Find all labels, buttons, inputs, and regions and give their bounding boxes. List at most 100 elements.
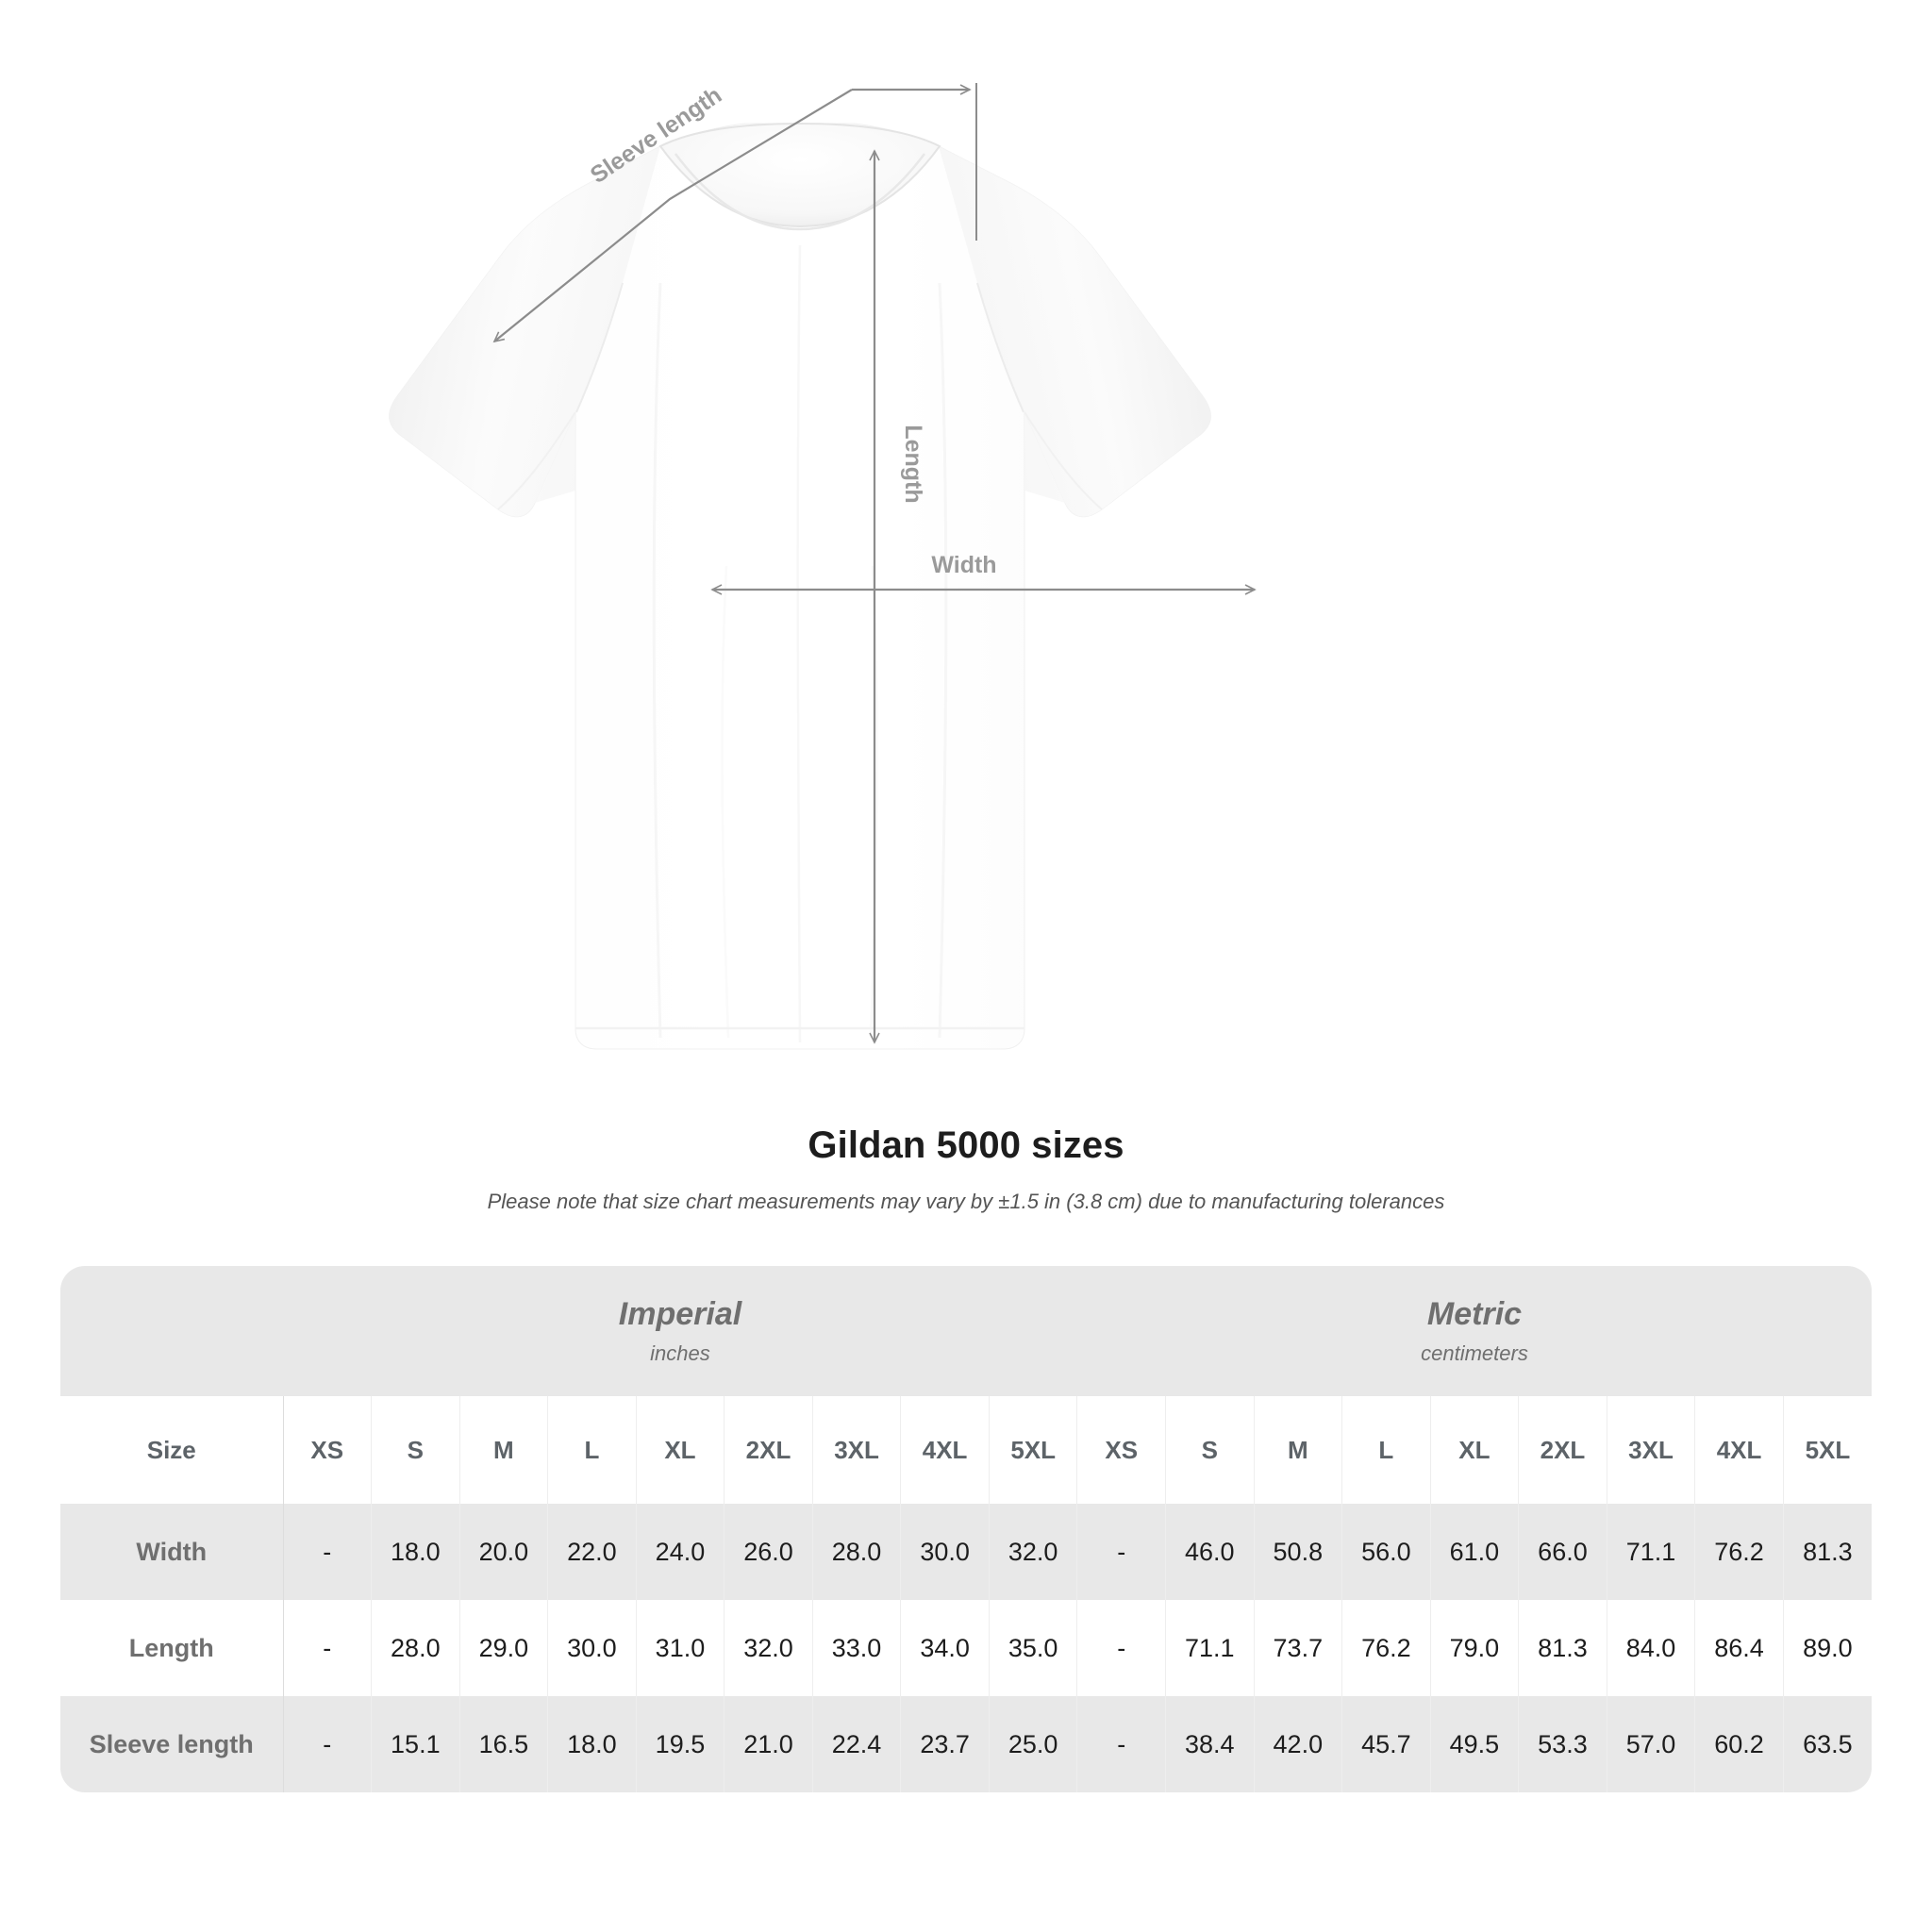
cell-imperial-2xl: 32.0 xyxy=(724,1600,813,1696)
row-label-width: Width xyxy=(60,1504,284,1600)
cell-imperial-xs: - xyxy=(283,1600,373,1696)
unit-header-spacer xyxy=(60,1266,283,1396)
cell-metric-xs: - xyxy=(1076,1504,1166,1600)
sleeve-left xyxy=(389,146,660,517)
page-title: Gildan 5000 sizes xyxy=(808,1124,1124,1166)
tolerance-note: Please note that size chart measurements… xyxy=(487,1190,1445,1213)
cell-metric-s: 71.1 xyxy=(1165,1600,1255,1696)
cell-metric-5xl: 81.3 xyxy=(1783,1504,1872,1600)
unit-header-row: Imperial inches Metric centimeters xyxy=(60,1266,1872,1396)
cell-imperial-4xl: 34.0 xyxy=(900,1600,990,1696)
size-header-cell-imperial-3xl: 3XL xyxy=(812,1396,902,1504)
size-chart-table-wrap: Imperial inches Metric centimeters Size XS S M L… xyxy=(60,1266,1872,1792)
cell-imperial-m: 20.0 xyxy=(459,1504,549,1600)
cell-metric-m: 50.8 xyxy=(1254,1504,1343,1600)
cell-metric-xl: 49.5 xyxy=(1430,1696,1520,1792)
size-header-cell-imperial-xs: XS xyxy=(283,1396,373,1504)
cell-metric-2xl: 66.0 xyxy=(1518,1504,1607,1600)
size-header-cell-imperial-2xl: 2XL xyxy=(724,1396,813,1504)
cell-metric-2xl: 81.3 xyxy=(1518,1600,1607,1696)
cell-imperial-s: 28.0 xyxy=(371,1600,460,1696)
cell-imperial-2xl: 21.0 xyxy=(724,1696,813,1792)
table-row: Width -18.0 20.0 22.0 24.0 26.0 28.0 30.0 32.0-4… xyxy=(60,1504,1872,1600)
size-header-cell-imperial-xl: XL xyxy=(636,1396,725,1504)
unit-subtitle: centimeters xyxy=(1421,1341,1528,1365)
cell-imperial-3xl: 22.4 xyxy=(812,1696,902,1792)
size-corner-label: Size xyxy=(60,1396,284,1504)
row-label-length: Length xyxy=(60,1600,284,1696)
unit-subtitle: inches xyxy=(650,1341,710,1365)
length-label: Length xyxy=(900,425,926,503)
size-header-cell-imperial-4xl: 4XL xyxy=(900,1396,990,1504)
size-header-cell-metric-m: M xyxy=(1254,1396,1343,1504)
size-header-cell-imperial-l: L xyxy=(547,1396,637,1504)
cell-metric-l: 45.7 xyxy=(1341,1696,1431,1792)
cell-imperial-xl: 31.0 xyxy=(636,1600,725,1696)
cell-imperial-s: 15.1 xyxy=(371,1696,460,1792)
table-row: Length -28.0 29.0 30.0 31.0 32.0 33.0 34.0 35.0-… xyxy=(60,1600,1872,1696)
width-label: Width xyxy=(931,552,996,578)
size-header-row: Size XS S M L XL 2XL 3XL 4XL 5XL XS S M L XL 2XL 3XL 4XL 5… xyxy=(60,1396,1872,1504)
cell-metric-4xl: 76.2 xyxy=(1694,1504,1784,1600)
cell-metric-xl: 61.0 xyxy=(1430,1504,1520,1600)
cell-imperial-xl: 19.5 xyxy=(636,1696,725,1792)
cell-metric-xl: 79.0 xyxy=(1430,1600,1520,1696)
cell-imperial-xl: 24.0 xyxy=(636,1504,725,1600)
cell-imperial-l: 30.0 xyxy=(547,1600,637,1696)
cell-metric-4xl: 86.4 xyxy=(1694,1600,1784,1696)
size-header-cell-metric-4xl: 4XL xyxy=(1694,1396,1784,1504)
cell-imperial-l: 22.0 xyxy=(547,1504,637,1600)
cell-imperial-s: 18.0 xyxy=(371,1504,460,1600)
cell-metric-xs: - xyxy=(1076,1696,1166,1792)
cell-metric-4xl: 60.2 xyxy=(1694,1696,1784,1792)
tshirt-graphic xyxy=(389,122,1211,1050)
cell-metric-l: 56.0 xyxy=(1341,1504,1431,1600)
cell-metric-m: 42.0 xyxy=(1254,1696,1343,1792)
cell-imperial-3xl: 33.0 xyxy=(812,1600,902,1696)
size-header-cell-imperial-s: S xyxy=(371,1396,460,1504)
cell-imperial-m: 16.5 xyxy=(459,1696,549,1792)
size-header-cell-metric-xl: XL xyxy=(1430,1396,1520,1504)
unit-name: Metric xyxy=(1426,1296,1523,1333)
collar-inner xyxy=(674,153,926,231)
size-header-cell-metric-l: L xyxy=(1341,1396,1431,1504)
unit-header-imperial: Imperial inches xyxy=(283,1266,1077,1396)
cell-imperial-l: 18.0 xyxy=(547,1696,637,1792)
cell-imperial-4xl: 23.7 xyxy=(900,1696,990,1792)
size-header-cell-imperial-m: M xyxy=(459,1396,549,1504)
cell-metric-3xl: 57.0 xyxy=(1607,1696,1696,1792)
cell-metric-3xl: 71.1 xyxy=(1607,1504,1696,1600)
cell-metric-s: 38.4 xyxy=(1165,1696,1255,1792)
unit-header-metric: Metric centimeters xyxy=(1076,1266,1872,1396)
size-chart-table: Imperial inches Metric centimeters Size XS S M L… xyxy=(60,1266,1872,1792)
sleeve-right xyxy=(939,146,1211,517)
cell-imperial-4xl: 30.0 xyxy=(900,1504,990,1600)
size-header-cell-metric-xs: XS xyxy=(1076,1396,1166,1504)
sleeve-length-leader xyxy=(492,89,853,343)
row-label-sleeve-length: Sleeve length xyxy=(60,1696,284,1792)
cell-imperial-xs: - xyxy=(283,1696,373,1792)
unit-name: Imperial xyxy=(618,1296,742,1333)
cell-imperial-5xl: 25.0 xyxy=(989,1696,1078,1792)
size-header-cell-metric-2xl: 2XL xyxy=(1518,1396,1607,1504)
cell-metric-2xl: 53.3 xyxy=(1518,1696,1607,1792)
size-header-cell-metric-s: S xyxy=(1165,1396,1255,1504)
dimension-lines xyxy=(492,83,1257,1044)
cell-metric-5xl: 89.0 xyxy=(1783,1600,1872,1696)
tshirt-illustration: Sleeve length Length Width xyxy=(389,82,1257,1050)
cell-imperial-2xl: 26.0 xyxy=(724,1504,813,1600)
title-block: Gildan 5000 sizes Please note that size … xyxy=(0,1123,1932,1215)
cell-metric-3xl: 84.0 xyxy=(1607,1600,1696,1696)
table-row: Sleeve length -15.1 16.5 18.0 19.5 21.0 22.4 23… xyxy=(60,1696,1872,1792)
size-header-cell-metric-3xl: 3XL xyxy=(1607,1396,1696,1504)
cell-metric-m: 73.7 xyxy=(1254,1600,1343,1696)
cell-imperial-m: 29.0 xyxy=(459,1600,549,1696)
cell-metric-5xl: 63.5 xyxy=(1783,1696,1872,1792)
cell-imperial-5xl: 32.0 xyxy=(989,1504,1078,1600)
cell-imperial-5xl: 35.0 xyxy=(989,1600,1078,1696)
cell-metric-l: 76.2 xyxy=(1341,1600,1431,1696)
cell-metric-s: 46.0 xyxy=(1165,1504,1255,1600)
cell-metric-xs: - xyxy=(1076,1600,1166,1696)
size-header-cell-metric-5xl: 5XL xyxy=(1783,1396,1872,1504)
cell-imperial-xs: - xyxy=(283,1504,373,1600)
